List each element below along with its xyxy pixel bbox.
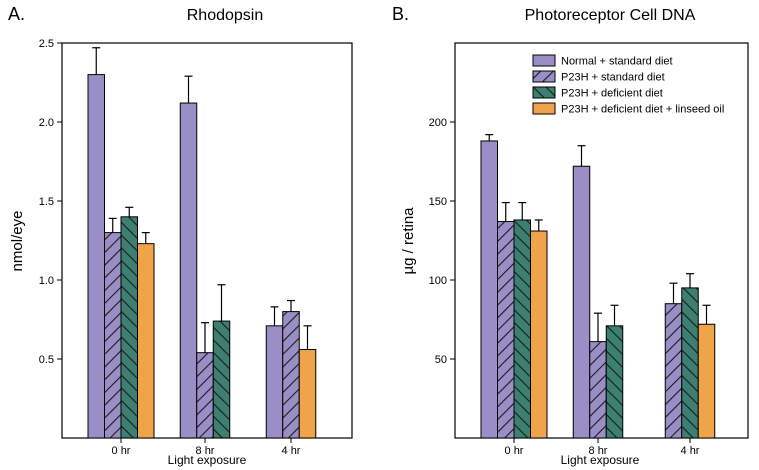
panel-a-bar-p23h-standard	[196, 352, 214, 439]
legend-swatch-p23h-standard	[532, 70, 556, 83]
panel-b-bars	[480, 134, 716, 439]
panel-b-bar-p23h-linseed	[697, 323, 716, 439]
panel-b-bar-p23h-standard	[589, 341, 607, 439]
panel-b-y-axis-label: µg / retina	[400, 207, 417, 275]
panel-b-bar-p23h-standard	[664, 303, 683, 439]
panel-b-x-axis-label: Light exposure	[561, 453, 640, 467]
legend-swatch-p23h-linseed	[532, 102, 556, 115]
panel-a-title: Rhodopsin	[187, 7, 264, 24]
panel-a-bar-p23h-deficient	[120, 216, 138, 439]
panel-a-x-axis-label: Light exposure	[168, 453, 247, 467]
panel-a-y-tick-label: 1.5	[39, 196, 54, 208]
panel-b-bar-p23h-deficient	[605, 325, 624, 439]
panel-a-bar-normal-standard	[265, 325, 284, 439]
legend-swatch-normal-standard	[532, 54, 556, 67]
panel-a-y-tick-label: 0.5	[39, 354, 54, 366]
panel-b: B. Photoreceptor Cell DNA µg / retina Li…	[392, 4, 749, 467]
panel-b-x-tick-label: 0 hr	[505, 445, 524, 457]
panel-a-bar-p23h-standard	[104, 232, 122, 439]
panel-a-bar-p23h-linseed	[298, 349, 317, 439]
panel-b-x-tick-label: 4 hr	[681, 445, 700, 457]
panel-b-y-tick-label: 200	[429, 117, 447, 129]
panel-a-x-tick-label: 8 hr	[196, 445, 215, 457]
panel-a-bar-normal-standard	[87, 74, 105, 439]
panel-b-x-tick-label: 8 hr	[589, 445, 608, 457]
panel-a-bars	[87, 47, 317, 439]
panel-b-x-ticks: 0 hr 8 hr 4 hr	[505, 438, 700, 457]
panel-b-bar-p23h-standard	[497, 221, 515, 439]
panel-a-y-tick-label: 2.5	[39, 38, 54, 50]
legend-label: P23H + deficient diet + linseed oil	[561, 104, 724, 116]
panel-a-bar-p23h-deficient	[212, 320, 231, 439]
panel-a-bar-p23h-linseed	[137, 243, 155, 439]
panel-b-y-ticks: 50 100 150 200	[429, 117, 455, 366]
panel-b-bar-p23h-deficient	[513, 219, 531, 439]
panel-b-y-tick-label: 50	[435, 354, 447, 366]
legend-label: P23H + standard diet	[561, 72, 665, 84]
panel-a-y-ticks: 0.5 1.0 1.5 2.0 2.5	[39, 38, 62, 366]
panel-a-x-tick-label: 4 hr	[282, 445, 301, 457]
panel-b-y-tick-label: 100	[429, 275, 447, 287]
legend-label: Normal + standard diet	[561, 56, 673, 68]
panel-a-bar-normal-standard	[179, 102, 198, 439]
panel-b-label: B.	[392, 4, 409, 24]
panel-a-y-tick-label: 2.0	[39, 117, 54, 129]
legend-swatch-p23h-deficient	[532, 86, 556, 99]
panel-b-y-tick-label: 150	[429, 196, 447, 208]
panel-b-bar-p23h-deficient	[681, 287, 699, 439]
legend-label: P23H + deficient diet	[561, 88, 663, 100]
panel-a-bar-p23h-standard	[282, 311, 300, 439]
panel-a: A. Rhodopsin nmol/eye Light exposure 0.5…	[8, 4, 353, 467]
panel-b-bar-normal-standard	[572, 165, 591, 439]
panel-a-label: A.	[8, 4, 25, 24]
panel-b-title: Photoreceptor Cell DNA	[525, 7, 696, 24]
panel-b-bar-normal-standard	[480, 140, 498, 439]
panel-a-y-tick-label: 1.0	[39, 275, 54, 287]
legend: Normal + standard diet P23H + standard d…	[532, 54, 724, 116]
panel-a-x-ticks: 0 hr 8 hr 4 hr	[112, 438, 301, 457]
panel-a-y-axis-label: nmol/eye	[9, 211, 26, 272]
panel-b-bar-p23h-linseed	[530, 230, 548, 439]
panel-a-x-tick-label: 0 hr	[112, 445, 131, 457]
